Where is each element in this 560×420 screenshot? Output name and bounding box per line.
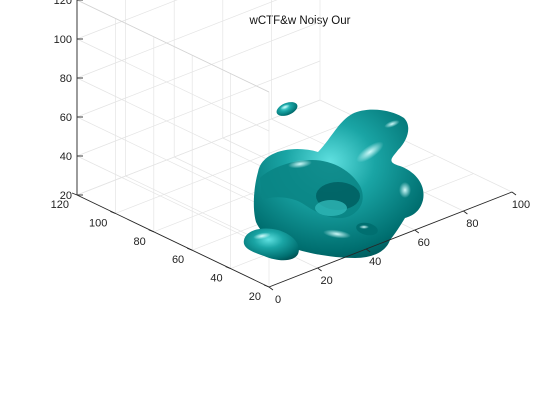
x-tick-label: 100 <box>512 199 530 211</box>
x-tick-mark <box>317 267 322 272</box>
x-tick-mark <box>365 248 371 253</box>
y-tick-mark <box>71 192 78 196</box>
y-tick-label: 80 <box>134 236 146 248</box>
x-tick-label: 20 <box>320 275 332 287</box>
z-tick-label: 40 <box>60 151 72 163</box>
z-tick-label: 80 <box>60 73 72 85</box>
right-wall-gridline-z <box>76 21 321 118</box>
y-tick-mark <box>110 210 116 214</box>
y-axis: 20 40 60 80 100 120 <box>51 192 270 303</box>
x-tick-mark <box>511 191 517 196</box>
right-wall-gridline-z <box>76 60 321 157</box>
small-inner-blob <box>356 222 378 236</box>
left-wall-gridline-z <box>76 38 270 132</box>
z-axis: 20 40 60 80 100 120 <box>54 0 83 202</box>
x-tick-label: 60 <box>418 237 430 249</box>
x-axis-line <box>268 191 513 288</box>
x-tick-mark <box>463 210 468 215</box>
x-axis: 0 20 40 60 80 100 <box>268 191 530 306</box>
x-tick-label: 0 <box>275 294 281 306</box>
y-tick-label: 40 <box>210 273 222 285</box>
y-tick-mark <box>263 284 270 288</box>
y-tick-label: 100 <box>89 217 107 229</box>
axis-lines <box>76 0 513 288</box>
x-tick-mark <box>414 229 420 234</box>
chart-title: wCTF&w Noisy Our <box>249 15 351 27</box>
z-tick-label: 120 <box>54 0 72 7</box>
y-tick-mark <box>148 229 154 233</box>
right-wall-gridline-z <box>76 99 321 196</box>
z-tick-label: 20 <box>60 190 72 202</box>
right-wall-gridline-z <box>76 0 178 40</box>
isosurface <box>243 102 424 261</box>
floor-gridline-y <box>115 118 359 214</box>
x-tick-label: 40 <box>369 256 381 268</box>
right-wall-gridline-z <box>76 0 278 79</box>
y-tick-label: 20 <box>249 291 261 303</box>
x-tick-label: 80 <box>466 218 478 230</box>
small-blob-upper-left <box>276 102 298 116</box>
y-tick-label: 120 <box>51 199 69 211</box>
y-tick-mark <box>187 247 193 251</box>
left-wall-gridline-z <box>76 77 270 171</box>
y-axis-line <box>76 194 270 288</box>
y-tick-mark <box>225 266 231 270</box>
surface-highlights <box>288 120 411 239</box>
box-edge-top-left <box>76 0 270 93</box>
z-tick-label: 100 <box>54 34 72 46</box>
left-wall-grid <box>76 0 270 288</box>
left-wall-gridline-z <box>76 155 270 249</box>
z-tick-label: 60 <box>60 112 72 124</box>
y-tick-label: 60 <box>172 254 184 266</box>
lower-left-lobe <box>243 228 299 261</box>
left-wall-gridline-z <box>76 116 270 210</box>
x-tick-mark <box>268 286 274 291</box>
